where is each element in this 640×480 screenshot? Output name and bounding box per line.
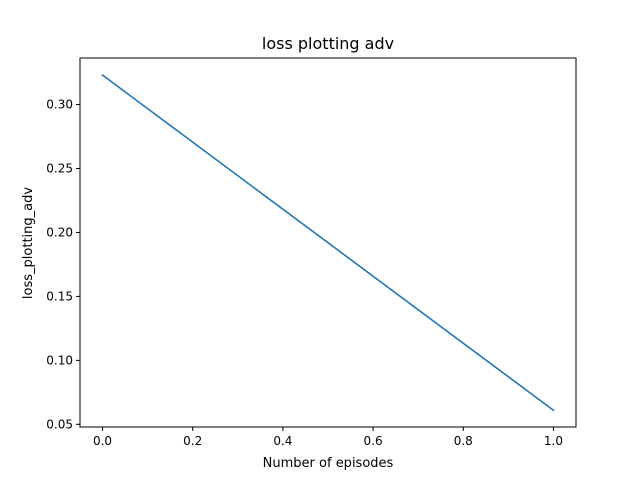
plot-frame bbox=[79, 57, 577, 428]
y-axis: 0.05 0.10 0.15 0.20 0.25 0.30 bbox=[46, 98, 80, 431]
x-axis-label: Number of episodes bbox=[263, 456, 394, 471]
plot-area: 0.0 0.2 0.4 0.6 0.8 1.0 0.050.100.150.200.250… bbox=[46, 57, 577, 448]
y-tick-label: 0.30 bbox=[46, 98, 73, 112]
y-tick-label: 0.25 bbox=[46, 162, 73, 176]
chart-title: loss plotting adv bbox=[262, 34, 394, 53]
series-layer bbox=[101, 74, 555, 412]
y-tick-label: 0.05 bbox=[46, 417, 73, 431]
y-tick-label: 0.15 bbox=[46, 289, 73, 303]
x-tick-label: 0.2 bbox=[183, 434, 202, 448]
series-line bbox=[101, 74, 555, 412]
x-tick-label: 0.8 bbox=[454, 434, 473, 448]
y-tick-label: 0.20 bbox=[46, 225, 73, 239]
x-tick-label: 0.6 bbox=[364, 434, 383, 448]
x-tick-label: 1.0 bbox=[544, 434, 563, 448]
x-tick-label: 0.4 bbox=[273, 434, 292, 448]
x-tick-label: 0.0 bbox=[93, 434, 112, 448]
y-axis-label: loss_plotting_adv bbox=[21, 187, 36, 299]
x-axis: 0.0 0.2 0.4 0.6 0.8 1.0 bbox=[93, 427, 563, 448]
y-tick-label: 0.10 bbox=[46, 353, 73, 367]
